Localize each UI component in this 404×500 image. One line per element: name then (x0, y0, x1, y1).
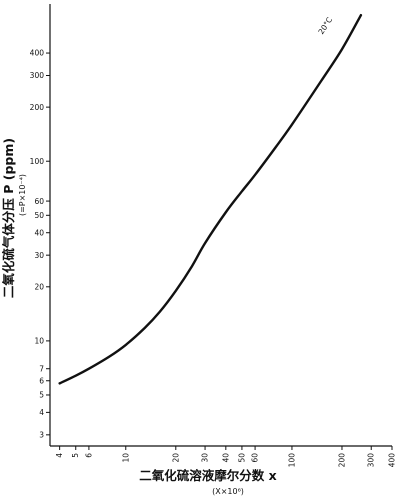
x-tick-label: 300 (367, 453, 376, 468)
y-tick-label: 60 (34, 197, 44, 206)
y-tick-label: 40 (34, 228, 44, 237)
y-tick-label: 20 (34, 283, 44, 292)
x-tick-label: 60 (251, 453, 260, 463)
y-tick-label: 10 (34, 337, 44, 346)
x-axis-title: 二氧化硫溶液摩尔分数 x (139, 468, 276, 483)
x-ticks: 4 5 6 10 20 30 40 50 60 100 200 300 400 (55, 446, 397, 468)
y-tick-label: 5 (39, 391, 44, 400)
x-tick-label: 400 (388, 453, 397, 468)
x-axis-subtitle: (X×10⁶) (212, 487, 244, 496)
y-tick-label: 200 (30, 103, 45, 112)
x-tick-label: 4 (55, 453, 64, 458)
series-line (58, 13, 363, 385)
y-tick-label: 300 (30, 71, 45, 80)
x-tick-label: 200 (337, 453, 346, 468)
x-tick-label: 10 (121, 453, 130, 463)
x-tick-label: 20 (171, 453, 180, 463)
x-tick-label: 5 (71, 453, 80, 458)
x-tick-label: 40 (221, 453, 230, 463)
y-tick-label: 50 (34, 211, 44, 220)
x-tick-label: 6 (84, 453, 93, 458)
y-tick-label: 6 (39, 376, 44, 385)
y-tick-label: 3 (39, 431, 44, 440)
y-tick-label: 100 (30, 157, 45, 166)
y-ticks: 3 4 5 6 7 10 20 30 40 50 60 100 200 300 400 (30, 49, 50, 440)
series-label: 20°C (316, 15, 334, 35)
x-tick-label: 30 (201, 453, 210, 463)
y-tick-label: 7 (39, 364, 44, 373)
y-axis-subtitle: (=P×10⁻⁴) (18, 174, 27, 216)
y-tick-label: 400 (30, 49, 45, 58)
y-tick-label: 4 (39, 408, 44, 417)
y-axis-title: 二氧化硫气体分压 P (ppm) (1, 138, 16, 298)
x-tick-label: 50 (237, 453, 246, 463)
x-tick-label: 100 (287, 453, 296, 468)
axes (49, 4, 392, 447)
series: 20°C (58, 13, 363, 385)
y-tick-label: 30 (34, 251, 44, 260)
